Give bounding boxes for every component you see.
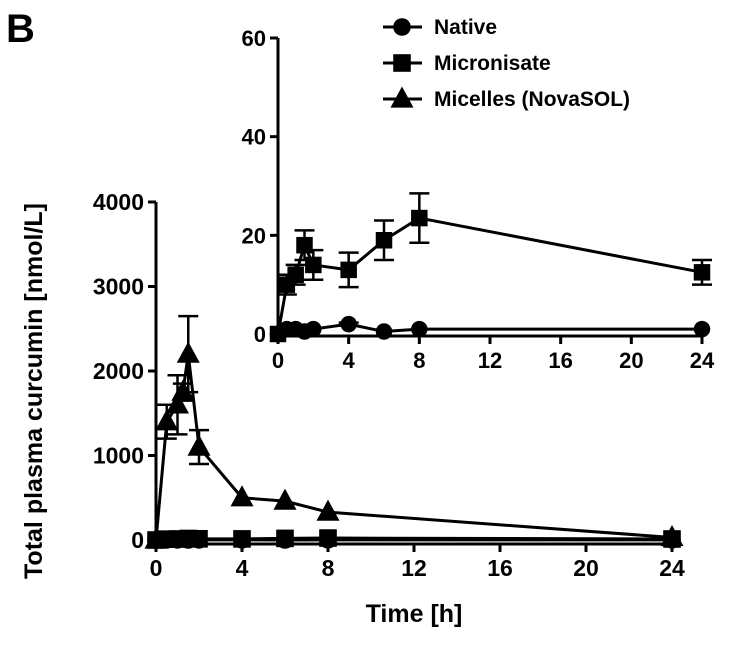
inset-y-tick-label: 20: [242, 223, 266, 248]
main-series-micronisate-point: [319, 529, 337, 547]
main-x-tick-label: 12: [401, 555, 427, 581]
main-series-micelles-novasol-point: [171, 379, 195, 401]
inset-y-tick-label: 60: [242, 26, 266, 51]
main-series-micelles-novasol-point: [660, 524, 684, 547]
main-series-micelles-novasol-point: [230, 485, 254, 507]
legend: Native Micronisate Micelles (NovaSOL): [383, 16, 630, 111]
main-series-micelles-novasol-point: [165, 392, 190, 414]
inset-y-tick-label: 40: [242, 125, 266, 150]
inset-x-tick-label: 8: [413, 348, 425, 373]
inset-x-tick-label: 20: [619, 348, 643, 373]
main-x-tick-label: 0: [150, 555, 163, 581]
main-x-tick-label: 8: [322, 555, 335, 581]
main-x-tick-label: 16: [487, 555, 513, 581]
legend-marker-circle: [393, 18, 411, 36]
inset-plot: 0 20 40 60 0 4 8 12 16 20 24: [242, 26, 715, 373]
inset-series-native-point: [693, 320, 711, 338]
inset-x-tick-label: 12: [478, 348, 502, 373]
main-x-axis-label: Time [h]: [366, 600, 463, 628]
inset-series-micronisate-point: [411, 209, 428, 227]
main-y-tick-label: 0: [131, 527, 144, 553]
inset-series-micronisate-point: [305, 256, 322, 274]
panel-label: B: [6, 7, 35, 51]
inset-x-tick-label: 24: [690, 348, 715, 373]
legend-marker-triangle: [390, 86, 414, 108]
main-series-micelles-novasol-point: [144, 527, 168, 549]
inset-series-micronisate-point: [375, 232, 393, 249]
inset-series-micronisate-point: [269, 325, 287, 343]
legend-label: Micronisate: [434, 52, 551, 75]
main-series-micronisate-point: [190, 530, 208, 548]
inset-y-tick-label: 0: [254, 322, 266, 347]
inset-series-native-point: [305, 320, 322, 338]
main-y-tick-label: 1000: [93, 443, 144, 469]
main-series-micelles-novasol-line: [154, 353, 673, 541]
main-y-tick-label: 4000: [93, 189, 144, 215]
main-y-axis-label: Total plasma curcumin [nmol/L]: [20, 203, 48, 579]
main-y-tick-label: 3000: [93, 274, 144, 300]
main-series-micronisate-point: [233, 530, 251, 548]
inset-series-micronisate-point: [693, 264, 711, 281]
main-x-tick-label: 4: [236, 555, 249, 581]
main-y-tick-label: 2000: [93, 358, 144, 384]
inset-x-tick-label: 0: [272, 348, 284, 373]
inset-series-native-point: [411, 320, 428, 338]
main-series-micelles-novasol-point: [316, 499, 340, 521]
main-series-micelles-novasol-point: [187, 434, 211, 456]
inset-series-native-point: [340, 315, 357, 333]
legend-label: Micelles (NovaSOL): [434, 88, 630, 111]
main-series-micelles-novasol-point: [176, 341, 200, 363]
inset-series-micronisate-point: [287, 266, 304, 284]
main-x-tick-label: 24: [659, 555, 685, 581]
legend-label: Native: [434, 16, 497, 39]
inset-x-tick-label: 4: [343, 348, 356, 373]
legend-marker-square: [393, 54, 411, 72]
inset-series-micronisate-point: [340, 261, 357, 279]
main-series-micronisate-point: [276, 529, 294, 548]
inset-x-tick-label: 16: [548, 348, 572, 373]
main-x-tick-label: 20: [573, 555, 599, 581]
main-series-micelles-novasol-point: [155, 409, 179, 431]
inset-series-native-point: [375, 323, 393, 340]
main-series-micelles-novasol-point: [273, 488, 297, 510]
